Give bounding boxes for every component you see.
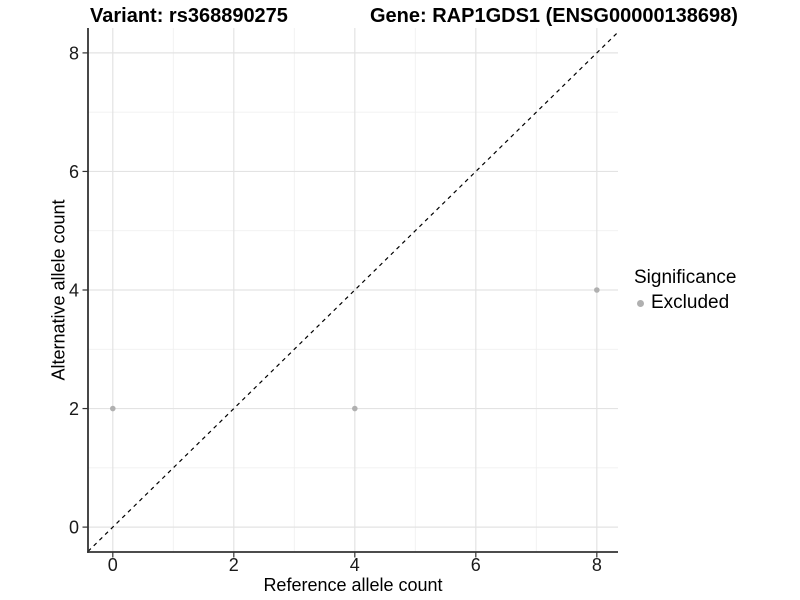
data-point bbox=[594, 287, 600, 293]
plot-title-gene: Gene: RAP1GDS1 (ENSG00000138698) bbox=[370, 5, 738, 27]
y-tick-label: 6 bbox=[69, 162, 79, 182]
legend-title: Significance bbox=[634, 267, 737, 288]
legend: Significance Excluded bbox=[634, 267, 736, 314]
y-tick-label: 2 bbox=[69, 399, 79, 419]
x-tick-label: 0 bbox=[108, 555, 118, 575]
y-tick-label: 4 bbox=[69, 281, 79, 301]
x-tick-label: 2 bbox=[229, 555, 239, 575]
x-axis-title: Reference allele count bbox=[263, 575, 443, 595]
data-point bbox=[110, 405, 116, 412]
data-point bbox=[352, 405, 358, 412]
plot-title-variant: Variant: rs368890275 bbox=[90, 5, 288, 27]
legend-item-label: Excluded bbox=[651, 292, 730, 313]
y-axis-title: Alternative allele count bbox=[48, 199, 69, 381]
x-tick-label: 4 bbox=[350, 555, 360, 575]
legend-point-icon bbox=[637, 299, 644, 307]
identity-reference-line bbox=[87, 31, 619, 552]
x-tick-label: 6 bbox=[471, 555, 481, 575]
x-tick-label: 8 bbox=[592, 555, 602, 575]
legend-item-excluded: Excluded bbox=[634, 292, 736, 314]
y-tick-label: 0 bbox=[69, 518, 79, 538]
y-tick-label: 8 bbox=[69, 43, 79, 63]
